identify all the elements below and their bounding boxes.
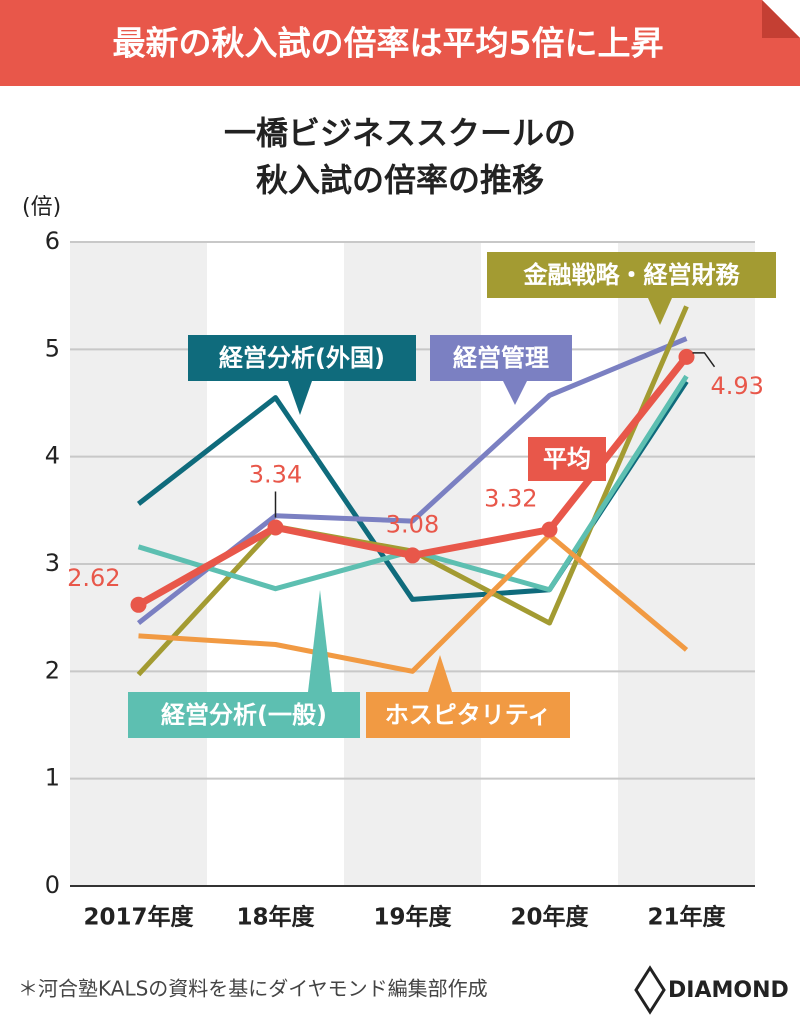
y-tick-label: 0	[45, 871, 60, 899]
y-tick-label: 3	[45, 549, 60, 577]
legend-label: 経営分析(一般)	[161, 701, 327, 729]
x-tick-label: 19年度	[373, 904, 452, 931]
y-tick-label: 2	[45, 656, 60, 684]
legend-label: 金融戦略・経営財務	[523, 261, 741, 289]
marker	[130, 596, 147, 613]
marker	[541, 521, 558, 538]
data-label: 3.34	[249, 461, 302, 489]
y-tick-label: 6	[45, 227, 60, 255]
data-label: 3.32	[484, 485, 537, 513]
legend-label: 経営分析(外国)	[219, 344, 385, 372]
corner-fold	[762, 0, 800, 38]
label-pointer	[503, 381, 527, 405]
series-line	[138, 532, 689, 674]
label-box	[188, 335, 416, 381]
y-tick-label: 5	[45, 334, 60, 362]
label-pointer	[308, 590, 332, 692]
label-pointer	[648, 298, 672, 325]
x-tick-label: 20年度	[510, 904, 589, 931]
legend-label: ホスピタリティ	[385, 701, 552, 729]
marker	[267, 519, 284, 536]
label-box	[487, 252, 776, 298]
label-box	[528, 437, 606, 481]
label-pointer	[428, 655, 452, 692]
x-tick-label: 18年度	[236, 904, 315, 931]
leader	[692, 352, 716, 368]
chart-title: 一橋ビジネススクールの	[224, 114, 576, 152]
legend-label: 平均	[543, 445, 591, 473]
logo-mark	[634, 965, 666, 1015]
x-tick-label: 21年度	[647, 904, 726, 931]
y-tick-label: 4	[45, 442, 60, 470]
banner	[0, 0, 800, 86]
label-pointer	[288, 381, 312, 415]
data-label: 2.62	[67, 564, 120, 592]
data-label: 3.08	[386, 510, 439, 538]
y-label: (倍)	[22, 195, 61, 220]
x-tick-label: 2017年度	[83, 904, 194, 931]
marker	[404, 547, 421, 564]
label-box	[366, 692, 570, 738]
logo: DIAMOND	[668, 978, 789, 1003]
label-box	[430, 335, 572, 381]
y-tick-label: 1	[45, 764, 60, 792]
source: ＊河合塾KALSの資料を基にダイヤモンド編集部作成	[18, 977, 488, 1001]
legend-label: 経営管理	[453, 344, 549, 372]
banner-title: 最新の秋入試の倍率は平均5倍に上昇	[113, 24, 664, 63]
marker	[678, 348, 695, 365]
label-box	[128, 692, 360, 738]
chart-title: 秋入試の倍率の推移	[256, 161, 544, 199]
data-label: 4.93	[711, 372, 764, 400]
